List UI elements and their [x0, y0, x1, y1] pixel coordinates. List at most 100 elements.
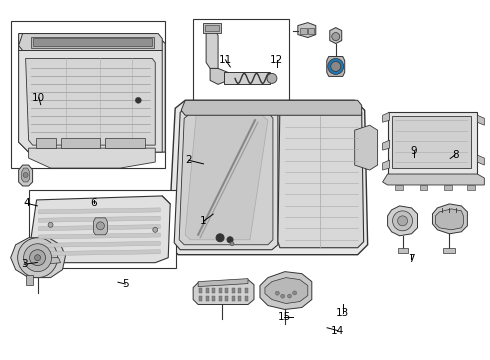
Polygon shape	[181, 100, 362, 115]
Polygon shape	[388, 206, 417, 236]
Bar	[397, 248, 408, 253]
Bar	[232, 288, 235, 293]
Bar	[212, 288, 215, 293]
Text: 3: 3	[21, 259, 27, 269]
Polygon shape	[19, 165, 33, 186]
Bar	[467, 185, 475, 190]
Polygon shape	[193, 280, 254, 305]
Bar	[388, 112, 477, 174]
Bar	[206, 296, 209, 301]
Bar	[239, 296, 242, 301]
Circle shape	[397, 216, 408, 226]
Polygon shape	[28, 196, 170, 263]
Circle shape	[230, 242, 234, 246]
Polygon shape	[355, 125, 378, 170]
Text: 15: 15	[277, 312, 291, 322]
Bar	[443, 248, 455, 253]
Bar	[199, 288, 202, 293]
Polygon shape	[105, 138, 145, 148]
Bar	[394, 185, 403, 190]
Polygon shape	[383, 112, 390, 122]
Polygon shape	[39, 241, 160, 247]
Bar	[219, 288, 222, 293]
Polygon shape	[198, 279, 248, 287]
Text: 13: 13	[336, 308, 349, 318]
Bar	[419, 185, 427, 190]
Polygon shape	[28, 148, 155, 168]
Text: 12: 12	[270, 55, 283, 65]
Bar	[225, 288, 228, 293]
Polygon shape	[19, 33, 162, 50]
Bar	[199, 296, 202, 301]
Polygon shape	[210, 68, 228, 84]
Circle shape	[135, 97, 141, 103]
Circle shape	[29, 250, 46, 266]
Polygon shape	[39, 208, 160, 214]
Polygon shape	[25, 275, 33, 285]
Polygon shape	[19, 50, 162, 152]
Polygon shape	[224, 72, 270, 84]
Text: 5: 5	[122, 279, 128, 289]
Circle shape	[288, 294, 292, 298]
Polygon shape	[383, 160, 390, 170]
Text: 9: 9	[410, 146, 417, 156]
Circle shape	[267, 73, 277, 84]
Text: 7: 7	[408, 254, 415, 264]
Circle shape	[97, 222, 104, 230]
Polygon shape	[383, 140, 390, 150]
Bar	[28, 190, 176, 268]
Polygon shape	[185, 115, 268, 240]
Polygon shape	[477, 115, 484, 125]
Polygon shape	[22, 168, 29, 182]
Polygon shape	[39, 216, 160, 222]
Polygon shape	[433, 204, 467, 234]
Polygon shape	[25, 58, 155, 145]
Bar	[205, 24, 219, 31]
Circle shape	[227, 237, 233, 243]
Polygon shape	[330, 28, 342, 44]
Text: 4: 4	[24, 198, 30, 208]
Text: 14: 14	[331, 325, 344, 336]
Circle shape	[332, 32, 340, 41]
Polygon shape	[39, 250, 160, 256]
Bar	[225, 296, 228, 301]
Circle shape	[23, 172, 28, 177]
Bar	[444, 185, 452, 190]
Polygon shape	[477, 155, 484, 165]
Polygon shape	[265, 278, 308, 303]
Circle shape	[331, 62, 341, 71]
Text: 1: 1	[200, 216, 207, 226]
Bar	[193, 19, 289, 106]
Text: 6: 6	[90, 198, 97, 208]
Circle shape	[35, 255, 41, 261]
Polygon shape	[298, 23, 316, 37]
Circle shape	[24, 244, 51, 272]
Polygon shape	[39, 225, 160, 231]
Bar	[232, 296, 235, 301]
Text: 8: 8	[452, 150, 459, 160]
Bar	[212, 296, 215, 301]
Polygon shape	[327, 57, 345, 76]
Circle shape	[281, 294, 285, 298]
Bar	[206, 288, 209, 293]
Polygon shape	[19, 33, 165, 152]
Circle shape	[328, 58, 343, 75]
Bar	[11, 21, 165, 168]
Polygon shape	[168, 100, 368, 255]
Circle shape	[216, 234, 224, 242]
Circle shape	[18, 238, 57, 278]
Polygon shape	[94, 218, 107, 235]
Polygon shape	[11, 238, 66, 278]
Polygon shape	[383, 174, 484, 185]
Bar	[308, 28, 314, 33]
Polygon shape	[179, 112, 273, 245]
Text: 2: 2	[186, 155, 192, 165]
Polygon shape	[436, 209, 464, 230]
Bar	[239, 288, 242, 293]
Polygon shape	[278, 105, 364, 248]
Circle shape	[293, 291, 296, 295]
Bar	[392, 116, 471, 168]
Polygon shape	[174, 105, 278, 250]
Bar	[245, 296, 248, 301]
Text: 11: 11	[219, 55, 232, 65]
